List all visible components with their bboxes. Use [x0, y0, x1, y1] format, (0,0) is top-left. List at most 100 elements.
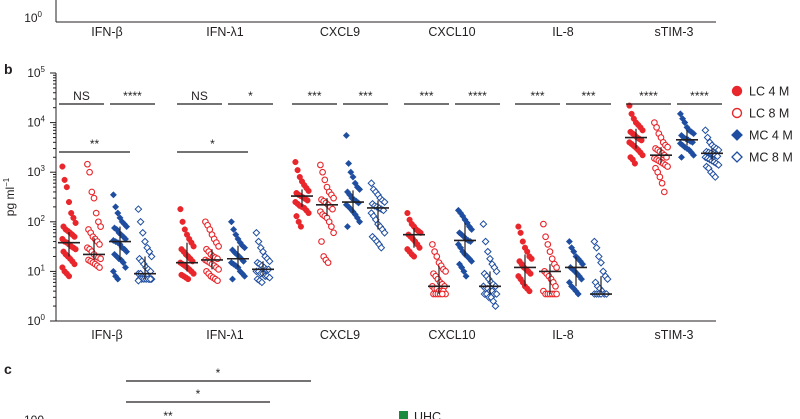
significance-label: *** [581, 89, 595, 103]
data-point-lc-4-m [65, 199, 73, 206]
significance-label: *** [530, 89, 544, 103]
data-point-lc-8-m [429, 241, 436, 248]
significance-label: *** [307, 89, 321, 103]
data-point-mc-4-m [123, 248, 131, 256]
data-point-mc-4-m [241, 272, 249, 280]
data-point-mc-4-m [109, 191, 117, 199]
data-point-lc-4-m [526, 288, 533, 295]
data-point-mc-4-m [227, 218, 235, 226]
data-point-mc-4-m [112, 203, 120, 211]
data-point-lc-4-m [304, 197, 311, 204]
data-point-mc-8-m [134, 205, 143, 214]
data-point-mc-4-m [577, 275, 586, 283]
data-point-lc-8-m [540, 220, 547, 228]
data-point-lc-8-m [97, 223, 104, 230]
data-point-lc-8-m [324, 259, 332, 267]
data-point-lc-8-m [328, 223, 335, 230]
data-point-mc-4-m [690, 130, 698, 138]
x-category-label: sTIM-3 [655, 328, 694, 342]
significance-label: * [210, 137, 215, 151]
data-point-mc-4-m [690, 151, 698, 159]
significance-label: **** [123, 89, 142, 103]
data-point-mc-8-m [492, 267, 501, 276]
data-point-lc-4-m [527, 270, 534, 277]
y-tick-label: 105 [27, 65, 45, 80]
data-point-lc-8-m [546, 248, 554, 256]
data-point-lc-4-m [297, 223, 304, 230]
data-point-mc-8-m [141, 237, 149, 246]
data-point-mc-4-m [468, 257, 476, 265]
data-point-mc-8-m [136, 217, 145, 226]
data-point-mc-8-m [483, 247, 492, 256]
y-tick-label: 102 [27, 214, 45, 229]
data-point-mc-8-m [479, 220, 488, 228]
data-point-mc-8-m [590, 237, 599, 246]
data-point-lc-4-m [63, 184, 70, 191]
data-point-lc-4-m [515, 223, 522, 230]
significance-label: **** [639, 89, 658, 103]
data-point-mc-4-m [123, 223, 131, 231]
data-point-lc-8-m [548, 255, 556, 263]
data-point-mc-8-m [146, 267, 155, 276]
panel-c-sig-label-2: * [196, 387, 201, 401]
data-point-mc-8-m [714, 161, 723, 169]
data-point-mc-4-m [356, 185, 364, 193]
data-point-lc-8-m [329, 205, 336, 213]
panel-c-y-tick: 100 [24, 413, 44, 419]
data-point-lc-8-m [97, 255, 104, 263]
data-point-lc-8-m [214, 277, 221, 285]
data-point-lc-8-m [330, 194, 337, 202]
data-point-lc-8-m [553, 264, 560, 271]
top-strip-category-label: IFN-β [91, 25, 123, 39]
data-point-mc-8-m [594, 252, 603, 261]
data-point-mc-8-m [377, 243, 386, 252]
data-point-lc-8-m [653, 124, 660, 131]
panel-c-partial: * * ** 100 UHC [24, 366, 441, 419]
data-point-mc-4-m [565, 237, 573, 246]
legend-marker [731, 85, 743, 97]
x-category-label: IL-8 [552, 328, 574, 342]
data-point-lc-4-m [71, 261, 78, 268]
data-point-mc-8-m [265, 257, 274, 266]
significance-label: NS [73, 89, 90, 103]
data-point-mc-4-m [356, 218, 364, 226]
significance-label: *** [358, 89, 372, 103]
data-point-mc-8-m [481, 237, 490, 246]
data-point-mc-8-m [701, 126, 710, 135]
data-point-mc-8-m [147, 252, 156, 261]
data-point-lc-4-m [72, 219, 79, 226]
data-point-lc-8-m [656, 173, 664, 181]
x-category-label: CXCL10 [428, 328, 475, 342]
y-tick-label: 100 [27, 313, 45, 328]
data-point-lc-8-m [92, 209, 100, 217]
data-point-mc-4-m [460, 267, 468, 275]
y-tick-label: 104 [27, 115, 45, 130]
data-point-lc-8-m [664, 143, 671, 151]
legend-label: MC 8 M [749, 151, 793, 165]
data-point-mc-8-m [380, 198, 389, 206]
y-ticks: 100 101 102 103 104 105 [27, 65, 56, 328]
data-point-lc-4-m [71, 233, 78, 240]
data-point-lc-8-m [664, 163, 671, 170]
top-strip-category-label: sTIM-3 [655, 25, 694, 39]
data-point-mc-4-m [345, 159, 353, 168]
data-point-mc-4-m [121, 263, 130, 272]
panel-letter-c: c [4, 361, 12, 377]
significance-label: **** [690, 89, 709, 103]
data-point-lc-4-m [179, 218, 186, 225]
data-point-mc-4-m [676, 110, 684, 118]
data-points [59, 102, 723, 310]
data-point-mc-8-m [146, 275, 155, 283]
legend: LC 4 M LC 8 M MC 4 M MC 8 M [731, 85, 793, 165]
data-point-lc-4-m [185, 276, 192, 283]
data-point-lc-8-m [553, 290, 560, 298]
data-point-lc-4-m [177, 206, 184, 213]
data-point-mc-4-m [349, 173, 357, 181]
data-point-lc-4-m [70, 214, 77, 221]
data-point-lc-8-m [215, 265, 222, 273]
data-point-mc-4-m [114, 275, 122, 283]
data-point-mc-8-m [380, 228, 389, 237]
data-point-lc-8-m [552, 282, 559, 290]
